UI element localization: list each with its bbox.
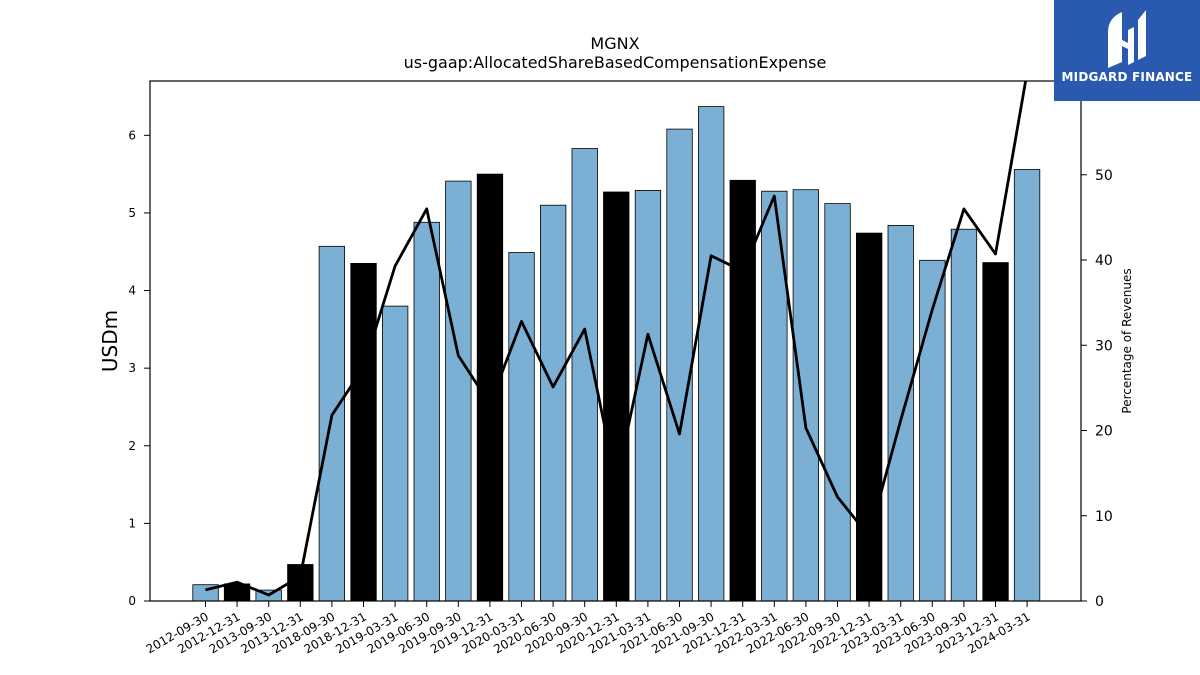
bar [729, 179, 756, 602]
bar [792, 189, 819, 602]
bar [887, 224, 914, 602]
y-tick-label: 6 [128, 128, 136, 142]
brand-logo: MIDGARD FINANCE [1054, 0, 1200, 101]
bar [318, 245, 346, 602]
bar [666, 128, 693, 602]
midgard-logo-icon [1108, 10, 1146, 68]
y-tick-label: 1 [128, 516, 136, 530]
bar [476, 173, 504, 602]
y-axis-label-right: Percentage of Revenues [1120, 268, 1134, 413]
bar [856, 232, 883, 602]
y-tick-label: 3 [128, 361, 136, 375]
y-tick-label: 0 [128, 594, 136, 608]
y-tick-label: 4 [128, 284, 136, 298]
line-series [205, 81, 1028, 597]
bar [1013, 169, 1041, 602]
bar [381, 305, 409, 602]
bar [350, 262, 377, 602]
y2-tick-label: 50 [1095, 168, 1113, 184]
bar [824, 203, 851, 602]
bar [603, 191, 630, 602]
bar [919, 259, 946, 602]
y2-tick-label: 30 [1095, 338, 1113, 354]
bar [508, 252, 535, 602]
bar [698, 106, 725, 602]
y2-tick-label: 20 [1095, 424, 1113, 440]
chart-subtitle: us-gaap:AllocatedShareBasedCompensationE… [404, 53, 827, 72]
y-tick-label: 2 [128, 439, 136, 453]
bar [445, 180, 472, 602]
y-tick-label: 5 [128, 206, 136, 220]
bar [950, 228, 978, 602]
chart-title: MGNX [590, 34, 639, 53]
bar [413, 221, 440, 602]
logo-text: MIDGARD FINANCE [1061, 70, 1193, 84]
y2-tick-label: 40 [1095, 253, 1113, 269]
y2-tick-label: 0 [1095, 594, 1104, 610]
y-axis-label-left: USDm [98, 310, 122, 372]
plot-frame [149, 80, 1082, 602]
bar [982, 262, 1009, 602]
bar [540, 204, 567, 602]
bar [634, 189, 662, 602]
y2-tick-label: 10 [1095, 509, 1113, 525]
plot-area: 0123456010203040502012-09-302012-12-3120… [128, 80, 1113, 656]
